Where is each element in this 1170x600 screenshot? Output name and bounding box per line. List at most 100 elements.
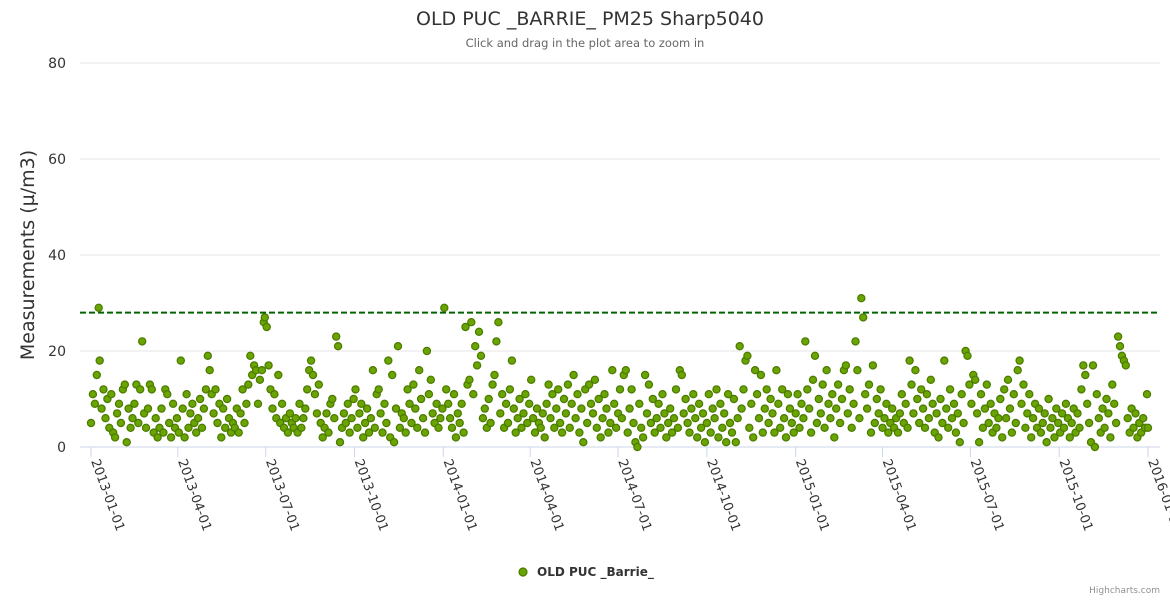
data-point xyxy=(124,404,133,413)
data-point xyxy=(409,380,418,389)
data-point xyxy=(971,375,980,384)
data-point xyxy=(116,418,126,428)
data-point xyxy=(729,394,739,404)
data-point xyxy=(532,404,542,413)
data-point xyxy=(718,423,727,432)
data-point xyxy=(861,390,870,399)
data-point xyxy=(1046,423,1055,432)
data-point xyxy=(880,414,889,423)
data-point xyxy=(1143,423,1153,432)
data-point xyxy=(213,418,222,428)
data-point xyxy=(982,380,992,389)
data-point xyxy=(731,438,741,447)
data-point xyxy=(172,414,182,423)
data-point xyxy=(872,394,882,404)
data-point xyxy=(955,438,965,447)
data-point xyxy=(399,414,408,423)
data-point xyxy=(449,390,459,399)
data-point xyxy=(195,394,205,404)
data-point xyxy=(932,409,941,418)
data-point xyxy=(335,438,345,447)
legend-marker[interactable] xyxy=(518,567,528,577)
data-point xyxy=(561,409,571,418)
data-point xyxy=(378,428,387,437)
data-point xyxy=(828,390,837,399)
data-point xyxy=(907,380,916,389)
x-tick-label: 2014-04-01 xyxy=(526,457,566,533)
data-point xyxy=(866,428,876,437)
data-point xyxy=(938,418,947,428)
data-point xyxy=(422,346,432,356)
legend[interactable]: OLD PUC _Barrie_ xyxy=(518,565,654,580)
data-point xyxy=(685,428,694,437)
data-point xyxy=(1111,418,1121,428)
data-point xyxy=(779,414,789,423)
data-point xyxy=(1084,418,1094,428)
data-point xyxy=(725,418,735,428)
data-point xyxy=(92,370,102,380)
data-point xyxy=(222,394,232,404)
data-point xyxy=(88,390,98,399)
data-point xyxy=(592,423,602,432)
legend-item-label[interactable]: OLD PUC _Barrie_ xyxy=(537,565,654,580)
data-point xyxy=(978,423,988,432)
data-point xyxy=(164,418,174,428)
x-tick-label: 2013-01-01 xyxy=(87,457,127,533)
data-point xyxy=(260,313,269,322)
data-point xyxy=(816,409,826,418)
data-point xyxy=(934,433,943,442)
data-point xyxy=(1007,428,1017,437)
data-point xyxy=(555,418,565,428)
data-point xyxy=(783,390,793,399)
data-point xyxy=(778,385,787,394)
data-point xyxy=(176,356,185,365)
data-point xyxy=(353,423,362,432)
data-point xyxy=(112,409,122,418)
x-tick-label: 2015-10-01 xyxy=(1055,457,1095,533)
data-point xyxy=(864,380,874,389)
data-point xyxy=(1092,390,1102,399)
data-point xyxy=(830,433,839,442)
data-point xyxy=(447,423,457,432)
data-point xyxy=(351,385,360,394)
data-point xyxy=(511,428,520,437)
data-point xyxy=(876,385,885,394)
data-point xyxy=(306,356,316,365)
data-point xyxy=(654,399,663,408)
x-tick-label: 2013-07-01 xyxy=(262,457,302,533)
data-point xyxy=(428,409,437,418)
data-point xyxy=(702,418,712,428)
data-point xyxy=(1104,409,1113,418)
data-point xyxy=(949,399,959,408)
data-point xyxy=(677,370,687,380)
data-point xyxy=(201,385,211,394)
data-point xyxy=(157,404,166,413)
data-point xyxy=(480,404,489,413)
data-point xyxy=(1082,399,1092,408)
data-point xyxy=(380,399,389,408)
data-point xyxy=(596,433,605,442)
data-point xyxy=(768,409,777,418)
data-point xyxy=(1077,385,1086,394)
data-point xyxy=(211,385,220,394)
data-point xyxy=(1123,414,1132,423)
data-point xyxy=(833,380,843,389)
data-point xyxy=(859,313,868,322)
data-point xyxy=(1011,418,1021,428)
data-point xyxy=(505,385,515,394)
data-point xyxy=(548,390,557,399)
data-point xyxy=(781,433,791,442)
chart-subtitle: Click and drag in the plot area to zoom … xyxy=(466,36,705,50)
data-point xyxy=(785,404,795,413)
credits-link[interactable]: Highcharts.com xyxy=(1089,586,1160,596)
data-point xyxy=(606,418,615,428)
data-point xyxy=(343,399,352,408)
data-point xyxy=(376,409,385,418)
data-point xyxy=(756,370,766,380)
data-point xyxy=(980,404,990,413)
data-point xyxy=(745,423,754,432)
data-point xyxy=(501,399,511,408)
data-point xyxy=(694,399,704,408)
data-point xyxy=(517,423,526,432)
